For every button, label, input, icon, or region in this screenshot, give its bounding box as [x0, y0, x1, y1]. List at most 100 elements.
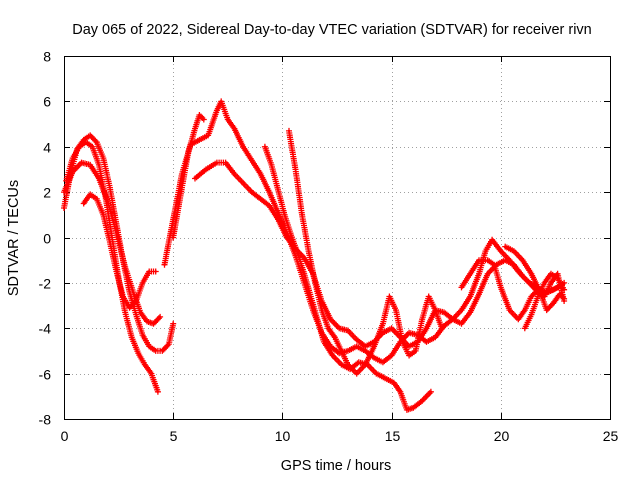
data-point — [486, 272, 489, 275]
y-tick-label: -6 — [39, 367, 52, 383]
data-point — [148, 270, 151, 273]
data-point — [484, 249, 487, 253]
data-point — [427, 295, 430, 298]
data-point — [530, 295, 533, 298]
data-point — [172, 322, 175, 325]
data-point — [381, 322, 385, 325]
y-tick-label: 8 — [43, 49, 51, 65]
data-point — [355, 372, 358, 375]
data-point — [154, 349, 157, 353]
data-point — [259, 172, 262, 176]
data-point — [460, 322, 463, 325]
data-point — [346, 363, 350, 366]
data-point — [303, 256, 306, 260]
data-point — [89, 134, 92, 137]
series-markers — [63, 139, 161, 395]
data-point — [270, 163, 273, 167]
data-point — [152, 322, 155, 325]
data-point — [383, 377, 387, 380]
data-point — [108, 186, 112, 189]
data-point — [372, 356, 376, 359]
data-point — [287, 129, 291, 133]
data-point — [460, 308, 463, 312]
data-point — [158, 315, 162, 319]
data-point — [268, 204, 271, 207]
data-point — [198, 138, 201, 142]
data-point — [303, 272, 306, 275]
data-point — [442, 311, 446, 314]
data-point — [329, 318, 332, 321]
series-track-i — [286, 127, 445, 377]
data-point — [414, 349, 417, 353]
series-track-c — [61, 159, 164, 327]
data-point — [80, 161, 83, 164]
data-point — [327, 327, 330, 330]
data-point — [172, 236, 175, 239]
data-point — [224, 161, 227, 164]
y-tick-label: 4 — [43, 140, 51, 156]
data-point — [421, 399, 424, 403]
series-track-j — [458, 257, 568, 323]
data-point — [504, 259, 507, 262]
x-tick-labels: 0 5 10 15 20 25 — [61, 428, 619, 444]
data-point — [106, 200, 109, 203]
y-tick-label: 0 — [43, 231, 51, 247]
data-point — [115, 231, 118, 235]
data-point — [289, 234, 293, 237]
data-point — [469, 311, 472, 314]
data-point — [490, 238, 494, 241]
data-point — [530, 313, 533, 316]
data-point — [558, 293, 561, 296]
data-point — [198, 113, 201, 117]
data-point — [364, 345, 367, 348]
data-point — [121, 295, 125, 298]
data-point — [132, 293, 136, 296]
data-point — [434, 308, 437, 312]
data-point — [130, 336, 133, 339]
series-track-g — [192, 159, 568, 350]
data-point — [390, 327, 393, 330]
series-markers — [192, 159, 568, 350]
data-point — [300, 213, 304, 216]
series-track-f — [170, 112, 207, 241]
data-point — [523, 308, 526, 312]
series-track-h — [261, 143, 434, 413]
x-tick-label: 15 — [385, 428, 401, 444]
data-point — [156, 390, 160, 393]
data-point — [204, 168, 208, 171]
data-point — [95, 141, 99, 144]
data-point — [346, 349, 350, 353]
data-point — [333, 336, 336, 339]
data-point — [523, 327, 526, 330]
data-point — [307, 249, 310, 253]
data-point — [407, 345, 411, 348]
data-point — [143, 363, 146, 366]
data-point — [556, 277, 559, 280]
data-point — [556, 272, 559, 275]
data-point — [180, 186, 184, 189]
data-point — [233, 172, 236, 176]
series-track-d — [80, 191, 159, 311]
data-point — [340, 363, 343, 366]
data-point — [102, 213, 105, 216]
data-point — [115, 270, 118, 273]
data-point — [493, 263, 496, 266]
data-point — [241, 181, 245, 185]
data-point — [434, 336, 437, 339]
data-point — [148, 345, 151, 348]
data-point — [215, 109, 219, 112]
data-point — [97, 163, 101, 167]
data-point — [394, 308, 398, 312]
data-point — [89, 193, 92, 196]
data-point — [407, 331, 411, 334]
data-point — [322, 340, 326, 344]
axis-ticks — [64, 56, 611, 420]
data-point — [141, 281, 144, 285]
data-point — [167, 342, 170, 346]
data-point — [390, 354, 393, 357]
data-point — [193, 177, 197, 180]
data-point — [124, 265, 127, 269]
data-point — [364, 349, 367, 353]
data-point — [202, 118, 205, 121]
